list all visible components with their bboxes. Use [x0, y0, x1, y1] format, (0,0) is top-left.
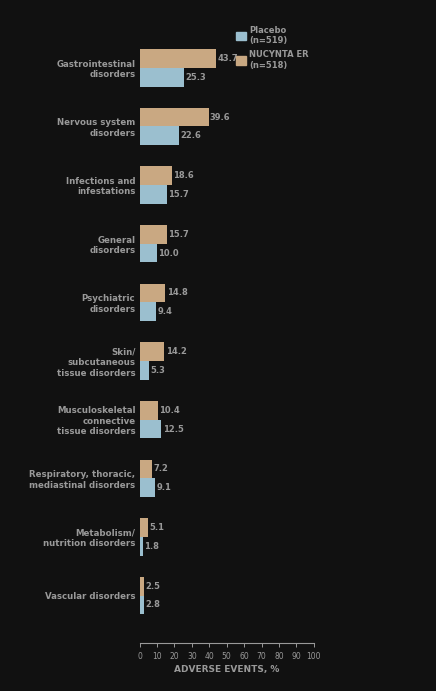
Text: 2.8: 2.8: [146, 600, 161, 609]
Bar: [140, 596, 144, 614]
Text: 9.4: 9.4: [157, 307, 172, 316]
Bar: [140, 419, 161, 438]
Text: 10.0: 10.0: [158, 249, 179, 258]
Text: 2.5: 2.5: [145, 582, 160, 591]
Bar: [140, 478, 155, 497]
Text: 39.6: 39.6: [210, 113, 231, 122]
Bar: [140, 401, 158, 419]
Text: 15.7: 15.7: [168, 230, 189, 239]
Text: 43.7: 43.7: [217, 54, 238, 63]
Bar: [140, 126, 179, 145]
Bar: [140, 185, 167, 204]
Text: 7.2: 7.2: [153, 464, 168, 473]
Bar: [140, 108, 208, 126]
Bar: [140, 244, 157, 263]
Bar: [140, 68, 184, 86]
Bar: [140, 537, 143, 556]
Bar: [140, 361, 149, 380]
Text: 25.3: 25.3: [185, 73, 206, 82]
Text: 10.4: 10.4: [159, 406, 180, 415]
Bar: [140, 577, 144, 596]
Bar: [140, 518, 148, 537]
Text: 1.8: 1.8: [144, 542, 159, 551]
Bar: [140, 167, 172, 185]
Bar: [140, 283, 165, 303]
X-axis label: ADVERSE EVENTS, %: ADVERSE EVENTS, %: [174, 665, 279, 674]
Text: 5.3: 5.3: [150, 366, 165, 375]
Bar: [140, 49, 216, 68]
Text: 5.1: 5.1: [150, 523, 165, 532]
Bar: [140, 225, 167, 244]
Text: 12.5: 12.5: [163, 424, 184, 433]
Text: 22.6: 22.6: [181, 131, 201, 140]
Bar: [140, 460, 152, 478]
Legend: Placebo
(n=519), NUCYNTA ER
(n=518): Placebo (n=519), NUCYNTA ER (n=518): [235, 25, 310, 70]
Bar: [140, 303, 156, 321]
Text: 15.7: 15.7: [168, 190, 189, 199]
Text: 14.2: 14.2: [166, 347, 187, 356]
Text: 9.1: 9.1: [157, 483, 172, 492]
Text: 14.8: 14.8: [167, 288, 187, 297]
Text: 18.6: 18.6: [174, 171, 194, 180]
Bar: [140, 342, 164, 361]
